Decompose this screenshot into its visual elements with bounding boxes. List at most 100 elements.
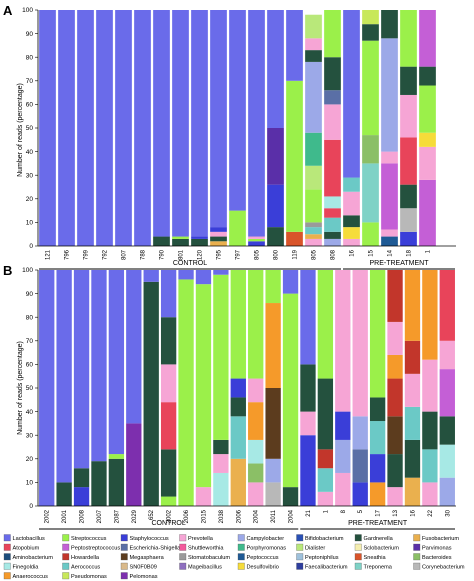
legend-label: Finegoldia (13, 565, 40, 571)
x-tick-label: 22 (428, 509, 434, 516)
bar-segment-campylobacter (305, 61, 322, 133)
legend-swatch (62, 572, 70, 580)
x-tick-label: 14 (388, 249, 394, 256)
bar-segment-desulfovibrio (343, 227, 360, 239)
bar-segment-parvimonas (267, 128, 284, 185)
bar-segment-lactobacillus (282, 270, 299, 294)
bar-segment-lactobacillus (191, 10, 208, 237)
legend-label: Fusobacterium (422, 536, 459, 542)
legend-label: Megasphaera (130, 555, 165, 561)
bar-segment-peptostreptococcus (381, 163, 398, 230)
x-tick-label: 2004 (254, 509, 260, 523)
x-tick-label: 2038 (219, 509, 225, 523)
legend-swatch (354, 562, 362, 570)
bar-segment-lactobacillus (77, 10, 94, 246)
panel-a: A Number of reads (percentage) 0 10 20 30 40… (3, 3, 456, 270)
x-tick-label: 807 (122, 249, 128, 260)
group-label: CONTROL (152, 520, 186, 527)
bar-segment-gardnerella (324, 57, 341, 91)
bar-segment-finegoldia (439, 444, 455, 478)
panel-a-y-axis-label: Number of reads (percentage) (17, 83, 24, 177)
x-tick-label: 16 (350, 249, 356, 256)
legend-label: Lactobacillus (13, 536, 46, 542)
bar-segment-aerococcus (369, 421, 386, 455)
bar-segment-aerococcus (305, 227, 322, 235)
x-tick-label: 13 (393, 509, 399, 516)
legend-swatch (237, 534, 245, 542)
y-tick-label: 70 (26, 78, 34, 85)
bar-segment-prevotella (439, 340, 455, 370)
legend-swatch (413, 562, 421, 570)
bar-segment-gardnerella (56, 482, 72, 506)
y-tick-label: 90 (26, 291, 34, 298)
bar-segment-aerococcus (317, 468, 334, 492)
bar-segment-streptococcus (229, 210, 246, 246)
panel-a-plot: 0 10 20 30 40 50 60 70 80 90 100 121 796 799 792 807 788… (22, 7, 456, 270)
bar-segment-gardnerella (191, 238, 208, 246)
y-tick-label: 80 (26, 314, 34, 321)
bar-segment-lactobacillus (39, 270, 55, 506)
bar-segment-lactobacillus (96, 10, 113, 246)
bar-segment-gardnerella (422, 411, 438, 450)
bar-segment-gardnerella (300, 364, 316, 412)
bar-segment-gardnerella (362, 24, 379, 41)
legend-label: Treponema (364, 565, 393, 571)
bar-segment-lactobacillus (143, 270, 159, 282)
x-tick-label: 2006 (184, 509, 190, 523)
bar-segment-streptococcus (305, 189, 322, 223)
legend-label: Peptostreptococcus (71, 546, 120, 552)
bar-segment-howardella (317, 449, 334, 469)
x-tick-label: 2007 (97, 509, 103, 523)
bar-segment-escherichia-shigella (324, 90, 341, 105)
legend-swatch (354, 543, 362, 551)
bar-segment-gardnerella (108, 458, 125, 506)
bar-segment-streptococcus (419, 85, 436, 133)
bar-segment-bacteroides (362, 135, 379, 164)
legend-swatch (237, 543, 245, 551)
bar-segment-aerococcus (422, 449, 438, 483)
bar-segment-staphylococcus (210, 227, 227, 232)
bar-segment-prevotella (335, 270, 351, 412)
y-tick-label: 40 (26, 409, 34, 416)
bar-segment-gardnerella (210, 236, 227, 242)
x-tick-label: 792 (103, 249, 109, 260)
y-tick-label: 60 (26, 102, 34, 109)
legend-label: Porphyromonas (247, 546, 287, 552)
legend-swatch (179, 543, 187, 551)
y-tick-label: 90 (26, 31, 34, 38)
bar-segment-staphylococcus (73, 487, 90, 506)
bar-segment-staphylococcus (230, 378, 246, 398)
x-tick-label: 120 (198, 249, 204, 260)
bar-segment-treponema (362, 163, 379, 223)
bar-segment-lactobacillus (153, 10, 170, 237)
bar-segment-gardnerella (305, 50, 322, 62)
x-tick-label: 16 (410, 509, 416, 516)
bar-segment-lactobacillus (229, 10, 246, 211)
bar-segment-prevotella (343, 238, 360, 246)
legend-label: Corynebacterium (422, 565, 465, 571)
legend-label: Shuttleworthia (188, 546, 224, 552)
legend-label: Prevotella (188, 536, 214, 542)
x-tick-label: 15 (369, 249, 375, 256)
panel-b-letter: B (3, 263, 12, 278)
x-tick-label: 121 (46, 249, 52, 260)
bar-segment-anaerococcus (248, 402, 264, 440)
x-tick-label: 2008 (80, 509, 86, 523)
bar-segment-streptococcus (178, 279, 194, 506)
bar-segment-fusobacterium (305, 234, 322, 239)
x-tick-label: 808 (331, 249, 337, 260)
x-tick-label: 790 (160, 249, 166, 260)
bar-segment-anaerococcus (265, 303, 281, 388)
bar-segment-lactobacillus (126, 270, 142, 424)
bar-segment-gardnerella (369, 397, 386, 422)
bar-segment-lactobacillus (73, 270, 90, 469)
bar-segment-prevotella (210, 231, 227, 237)
x-tick-label: 796 (65, 249, 71, 260)
bar-segment-streptococcus (160, 496, 177, 506)
legend-swatch (296, 543, 304, 551)
legend-label: Dialister (305, 546, 325, 552)
bar-segment-campylobacter (352, 416, 368, 450)
legend-label: Howardella (71, 555, 100, 561)
bar-segment-gardnerella (143, 281, 159, 506)
